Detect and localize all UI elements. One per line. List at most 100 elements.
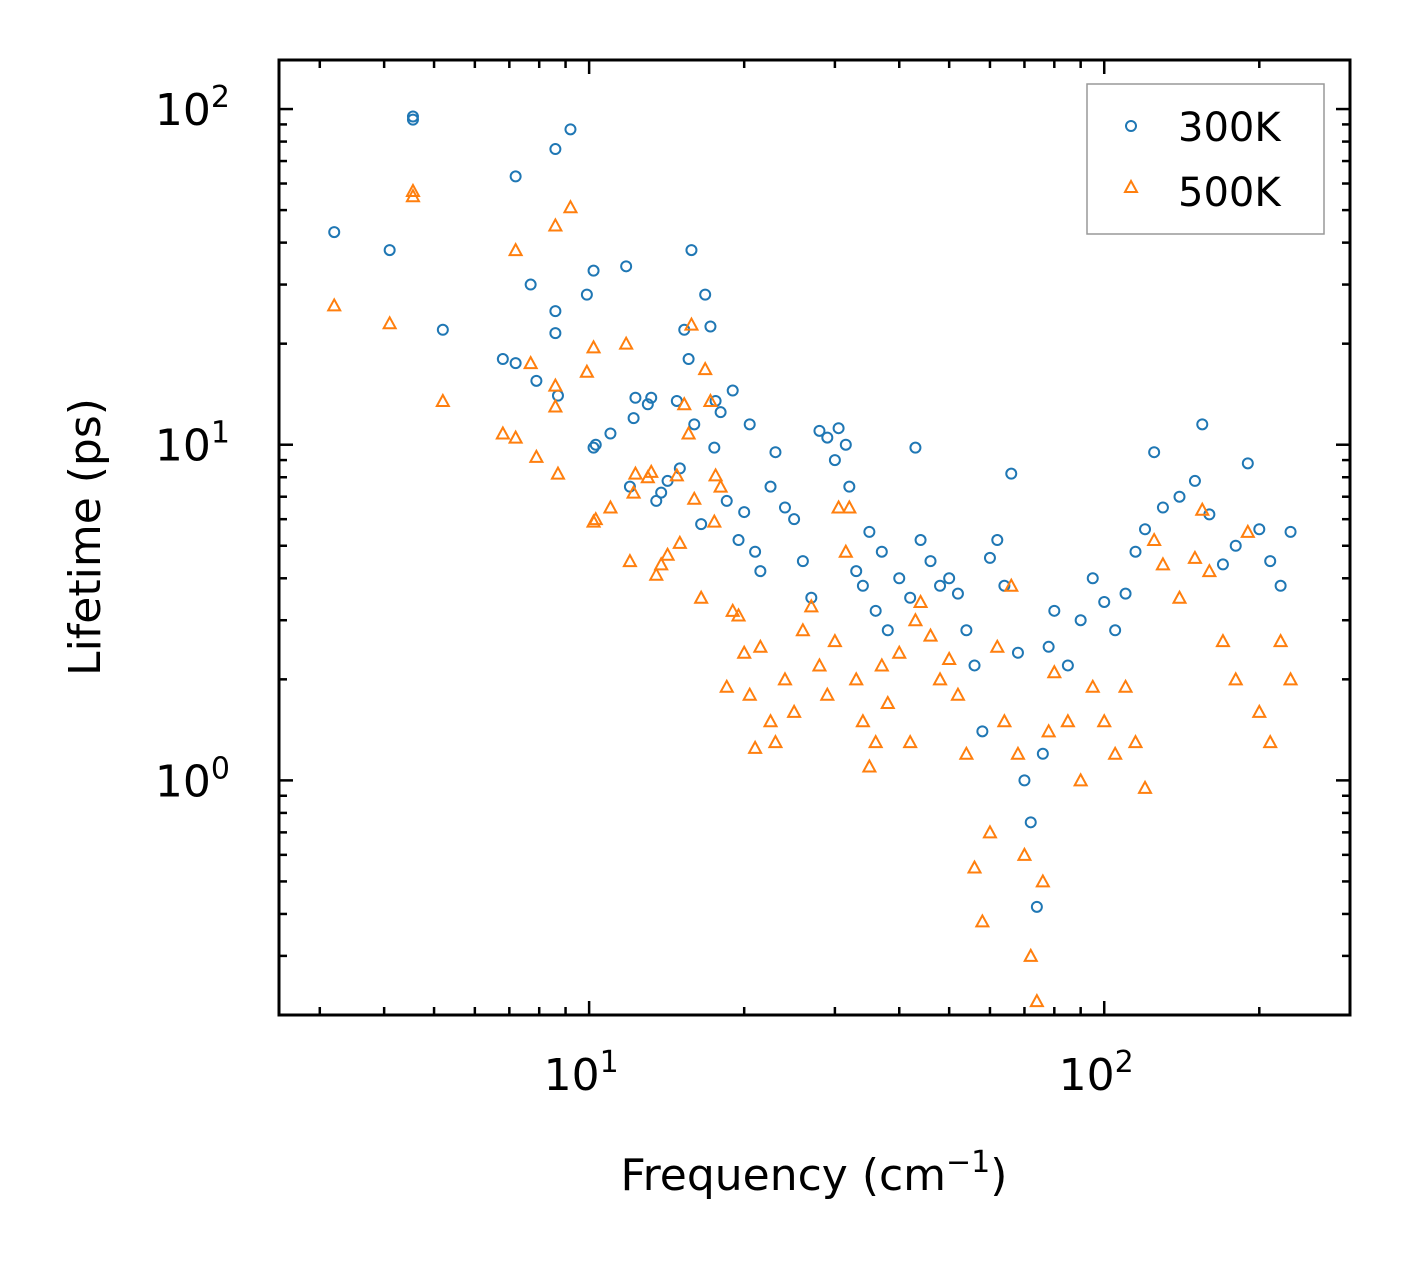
point-300k [788, 513, 801, 526]
tick-labels: 101 102 100 101 102 [155, 80, 1134, 1101]
point-500k [1016, 846, 1033, 861]
point-500k [326, 297, 342, 312]
point-500k [683, 316, 700, 331]
point-300k [587, 264, 600, 277]
point-500k [1127, 734, 1144, 749]
point-500k [643, 463, 659, 478]
point-500k [1096, 713, 1112, 728]
point-500k [867, 734, 884, 749]
point-300k [1074, 614, 1087, 627]
point-300k [726, 384, 739, 397]
point-300k [1036, 747, 1049, 760]
point-500k [550, 465, 566, 480]
point-300k [695, 518, 708, 531]
point-300k [1264, 555, 1277, 568]
point-300k [641, 398, 654, 411]
point-300k [1229, 539, 1242, 552]
point-300k [1086, 572, 1099, 585]
point-500k [922, 627, 939, 642]
point-300k [328, 226, 341, 239]
point-300k [754, 565, 767, 578]
point-500k [786, 703, 802, 718]
point-500k [435, 392, 451, 407]
point-500k [742, 686, 758, 701]
point-300k [813, 424, 826, 437]
point-300k [1048, 604, 1061, 617]
point-300k [909, 441, 922, 454]
point-300k [778, 501, 791, 514]
point-500k [507, 429, 524, 444]
point-500k [874, 657, 890, 672]
point-500k [912, 593, 929, 608]
point-500k [1155, 556, 1171, 571]
point-300k [960, 624, 973, 637]
point-300k [1139, 523, 1152, 536]
point-300k [406, 113, 419, 126]
point-300k [699, 288, 712, 301]
point-300k [856, 579, 869, 592]
point-300k [564, 123, 577, 136]
legend-marker-500k [1123, 178, 1139, 193]
point-300k [549, 143, 562, 156]
point-500k [767, 734, 784, 749]
point-500k [1215, 632, 1231, 648]
point-500k [495, 425, 511, 440]
point-500k [1117, 678, 1134, 693]
x-tick-label: 101 [544, 1045, 619, 1101]
point-500k [547, 377, 564, 392]
point-300k [904, 591, 917, 604]
point-500k [1171, 589, 1188, 604]
y-tick-label: 102 [155, 80, 230, 136]
point-500k [381, 315, 398, 330]
point-500k [706, 513, 723, 528]
point-300k [875, 545, 888, 558]
point-300k [893, 572, 906, 585]
point-500k [618, 335, 634, 350]
point-500k [1146, 531, 1162, 547]
point-500k [1010, 745, 1026, 760]
point-500k [907, 612, 924, 627]
point-300k [436, 323, 449, 336]
point-500k [830, 499, 847, 514]
point-500k [777, 671, 793, 686]
point-500k [680, 425, 697, 440]
point-500k [1251, 703, 1267, 718]
point-500k [880, 694, 896, 710]
point-500k [669, 467, 685, 482]
point-500k [693, 589, 709, 604]
point-300k [924, 555, 937, 568]
point-500k [861, 758, 878, 773]
point-300k [688, 418, 701, 431]
point-500k [762, 713, 779, 728]
point-300k [828, 454, 841, 467]
point-500k [562, 199, 579, 214]
point-500k [819, 686, 835, 701]
point-300k [1173, 490, 1186, 503]
legend-marker-300k [1125, 120, 1137, 132]
point-500k [653, 556, 669, 571]
point-500k [707, 467, 724, 482]
point-500k [648, 566, 664, 581]
point-300k [509, 170, 522, 183]
y-tick-label: 100 [155, 751, 230, 807]
point-300k [496, 353, 509, 366]
point-500k [547, 217, 564, 232]
point-300k [1061, 659, 1074, 672]
point-500k [747, 739, 763, 754]
point-500k [602, 499, 619, 514]
point-300k [1030, 900, 1043, 913]
point-300k [530, 374, 543, 387]
point-300k [843, 480, 856, 493]
point-300k [764, 480, 777, 493]
point-500k [1240, 523, 1256, 538]
point-500k [841, 499, 858, 514]
legend-label-500k: 500K [1178, 170, 1282, 216]
point-500k [507, 242, 524, 257]
point-300k [881, 624, 894, 637]
point-300k [604, 427, 617, 440]
point-500k [625, 484, 642, 499]
point-500k [672, 534, 688, 549]
point-500k [1072, 772, 1089, 787]
point-300k [951, 587, 964, 600]
